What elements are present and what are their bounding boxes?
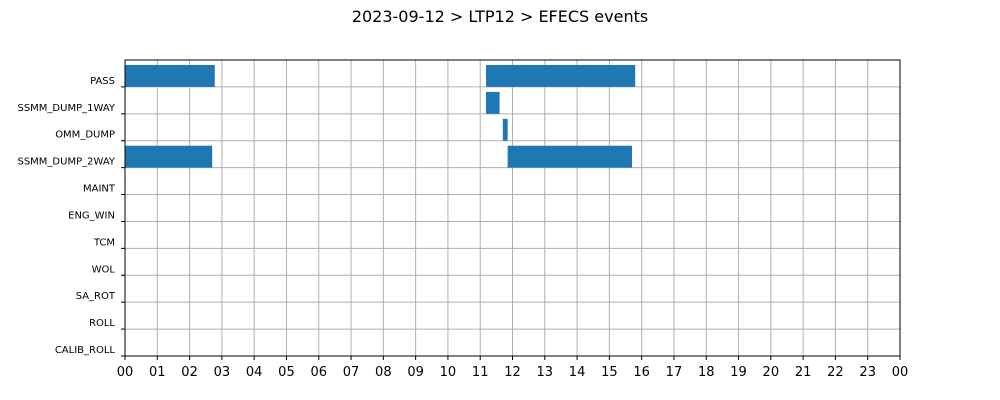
x-tick-label: 01: [149, 365, 166, 380]
event-bar-pass: [125, 65, 215, 87]
x-tick-label: 17: [666, 365, 683, 380]
event-bar-ssmm-dump-2way: [125, 145, 213, 168]
x-tick-label: 04: [246, 365, 263, 380]
x-axis-ticks: 00 01 02 03 04 05 06 07 08 09 10 11 12 13 14 15 16 17 18 19…: [117, 356, 909, 380]
x-tick-label: 19: [730, 365, 747, 380]
x-tick-label: 15: [601, 365, 618, 380]
event-bar-pass: [486, 65, 636, 87]
x-tick-label: 02: [181, 365, 198, 380]
x-tick-label: 23: [859, 365, 876, 380]
y-tick-label: OMM_DUMP: [55, 130, 115, 141]
event-bar-ssmm-dump-1way: [486, 91, 500, 114]
x-tick-label: 18: [698, 365, 715, 380]
x-tick-label: 05: [278, 365, 295, 380]
y-tick-label: SSMM_DUMP_1WAY: [17, 103, 115, 114]
y-tick-label: ENG_WIN: [68, 210, 115, 221]
y-tick-label: CALIB_ROLL: [55, 345, 116, 356]
x-tick-label: 14: [569, 365, 586, 380]
y-tick-label: ROLL: [89, 318, 115, 329]
x-tick-label: 09: [407, 365, 424, 380]
y-axis-ticks: PASS SSMM_DUMP_1WAY OMM_DUMP SSMM_DUMP_2WAY…: [17, 76, 125, 357]
event-bar-ssmm-dump-2way: [507, 145, 632, 168]
x-tick-label: 13: [537, 365, 554, 380]
y-tick-label: TCM: [93, 237, 115, 248]
chart-title: 2023-09-12 > LTP12 > EFECS events: [352, 7, 648, 26]
x-tick-label: 22: [827, 365, 844, 380]
x-tick-label: 00: [117, 365, 134, 380]
x-tick-label: 16: [633, 365, 650, 380]
x-tick-label: 20: [763, 365, 780, 380]
event-bar-omm-dump: [502, 118, 508, 141]
event-bars: [125, 65, 636, 168]
x-tick-label: 21: [795, 365, 812, 380]
y-tick-label: SSMM_DUMP_2WAY: [17, 157, 115, 168]
x-tick-label: 03: [214, 365, 231, 380]
y-tick-label: SA_ROT: [76, 291, 116, 302]
x-tick-label: 12: [504, 365, 521, 380]
x-tick-label: 07: [343, 365, 360, 380]
y-tick-label: PASS: [90, 76, 115, 87]
x-tick-label: 10: [440, 365, 457, 380]
y-tick-label: WOL: [92, 264, 116, 275]
x-tick-label: 08: [375, 365, 392, 380]
grid-lines: [124, 60, 901, 357]
y-tick-label: MAINT: [83, 184, 116, 195]
x-tick-label: 11: [472, 365, 489, 380]
x-tick-label: 06: [310, 365, 327, 380]
x-tick-label: 00: [892, 365, 909, 380]
